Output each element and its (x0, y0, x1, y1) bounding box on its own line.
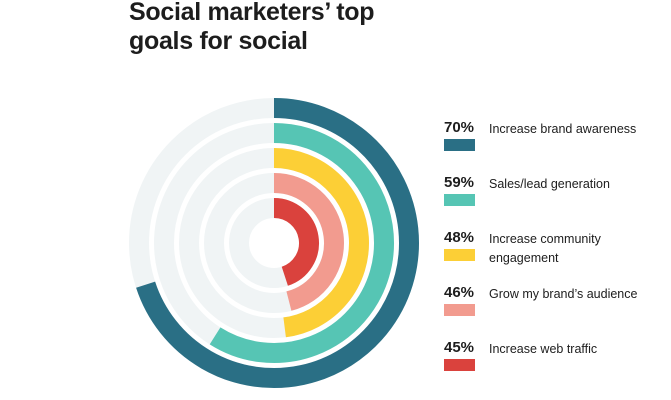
legend-item: 70% Increase brand awareness (444, 120, 664, 170)
ring-bar (273, 198, 319, 286)
legend-label: Increase community engagement (489, 232, 601, 265)
legend-swatch (444, 194, 475, 206)
ring-bar (273, 148, 369, 338)
legend-label: Sales/lead generation (489, 177, 610, 191)
ring-bar (136, 98, 419, 388)
legend-label: Increase web traffic (489, 342, 598, 356)
legend-value: 70% (444, 119, 475, 136)
legend-label: Increase brand awareness (489, 122, 637, 136)
legend-swatch (444, 249, 475, 261)
legend-item: 48% Increase community engagement (444, 230, 664, 280)
legend-item: 59% Sales/lead generation (444, 175, 664, 225)
legend-value: 46% (444, 284, 475, 301)
ring-bar (273, 173, 344, 311)
ring-bar (209, 123, 394, 363)
chart-title: Social marketers’ top goals for social (129, 0, 375, 55)
legend-swatch (444, 359, 475, 371)
legend-value: 48% (444, 229, 475, 246)
legend-value: 45% (444, 339, 475, 356)
legend-item: 45% Increase web traffic (444, 340, 664, 390)
legend-value: 59% (444, 174, 475, 191)
legend-swatch (444, 139, 475, 151)
legend-swatch (444, 304, 475, 316)
legend-item: 46% Grow my brand’s audience (444, 285, 664, 335)
legend-label: Grow my brand’s audience (489, 287, 638, 301)
